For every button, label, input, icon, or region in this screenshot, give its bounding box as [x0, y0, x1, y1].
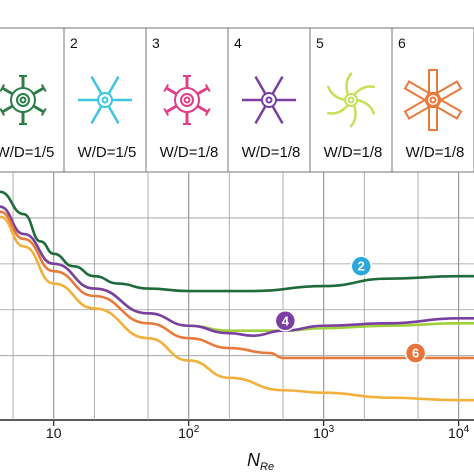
- x-tick-label: 102: [178, 424, 200, 441]
- impeller-cell: 5 W/D=1/8: [316, 28, 393, 172]
- six-blade-turbine-icon: [78, 75, 132, 125]
- impeller-wd-ratio: W/D=1/5: [78, 144, 137, 161]
- series-badge: 2: [350, 255, 373, 277]
- disc-turbine-icon: [0, 75, 47, 125]
- series-lines: [0, 190, 474, 402]
- impeller-cell: 4 W/D=1/8: [234, 28, 311, 172]
- disc-turbine-icon: [163, 75, 211, 125]
- impeller-number: 4: [234, 35, 242, 51]
- series-line-2: [0, 205, 474, 333]
- impeller-number: 5: [316, 35, 324, 51]
- x-tick-labels: 10 102 103 104: [46, 420, 470, 441]
- svg-text:6: 6: [412, 346, 419, 361]
- impeller-number: 3: [152, 35, 160, 51]
- impeller-wd-ratio: W/D=1/8: [406, 144, 465, 161]
- series-badges: 2 4 6: [274, 255, 427, 364]
- svg-text:4: 4: [282, 313, 290, 328]
- curved-blade-turbine-icon: [326, 72, 376, 128]
- series-line-4: [0, 205, 474, 337]
- six-blade-turbine-icon: [242, 75, 296, 125]
- series-badge: 6: [404, 342, 427, 364]
- impeller-wd-ratio: W/D=1/5: [0, 144, 54, 161]
- impeller-cell: 2 W/D=1/5: [70, 28, 147, 172]
- impeller-wd-ratio: W/D=1/8: [324, 144, 383, 161]
- grid-lines: [0, 172, 474, 420]
- impeller-cell: 3 W/D=1/8: [152, 28, 229, 172]
- impeller-header-row: W/D=1/52W/D=1/53W/D=1/84W/D=1/85W/D=1/86…: [0, 27, 474, 173]
- impeller-number: 2: [70, 35, 78, 51]
- x-axis-title: NRe: [247, 450, 274, 473]
- series-line-7: [0, 215, 474, 402]
- series-line-1: [0, 190, 474, 293]
- series-line-6: [0, 210, 474, 360]
- x-tick-label: 10: [46, 425, 62, 441]
- impeller-number: 6: [398, 35, 406, 51]
- impeller-wd-ratio: W/D=1/8: [160, 144, 219, 161]
- impeller-cell: W/D=1/5: [0, 28, 65, 172]
- x-tick-label: 103: [313, 424, 335, 441]
- svg-text:2: 2: [358, 259, 365, 274]
- series-badge: 4: [274, 310, 297, 332]
- impeller-cell: 6 W/D=1/8: [398, 28, 474, 172]
- impeller-wd-ratio: W/D=1/8: [242, 144, 301, 161]
- x-tick-label: 104: [448, 424, 470, 441]
- pitched-blade-turbine-icon: [403, 69, 463, 131]
